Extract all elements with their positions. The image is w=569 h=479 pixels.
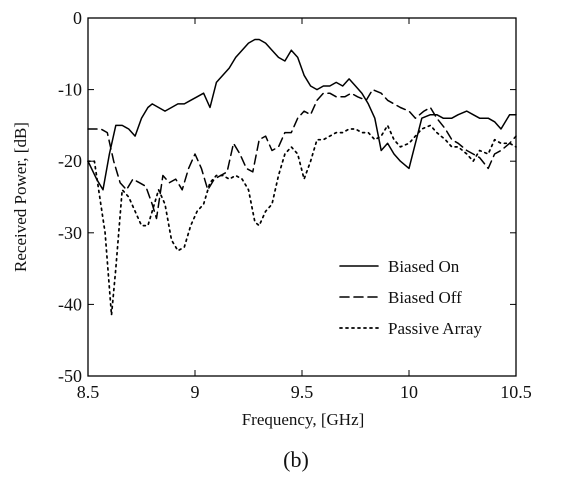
legend-label-2: Biased Off — [388, 288, 462, 307]
x-tick-label: 9 — [191, 382, 200, 402]
y-tick-label: 0 — [73, 8, 82, 28]
series-layer — [87, 38, 517, 316]
x-tick-label: 8.5 — [77, 382, 100, 402]
y-tick-label: -50 — [58, 366, 82, 386]
x-axis-title: Frequency, [GHz] — [242, 410, 365, 429]
y-tick-label: -20 — [58, 151, 82, 171]
series-line-3 — [87, 124, 517, 316]
y-axis-title: Received Power, [dB] — [11, 122, 30, 272]
legend: Biased On Biased Off Passive Array — [339, 257, 482, 338]
x-tick-label: 9.5 — [291, 382, 314, 402]
legend-label-1: Biased On — [388, 257, 460, 276]
legend-label-3: Passive Array — [388, 319, 482, 338]
series-line-1 — [87, 38, 517, 191]
figure-caption: (b) — [283, 447, 309, 472]
y-tick-label: -30 — [58, 223, 82, 243]
y-tick-label: -10 — [58, 80, 82, 100]
tick-label-layer: 8.5 9 9.5 10 10.5 0 -10 -20 -30 -40 -50 — [58, 8, 532, 402]
ticks-layer — [87, 17, 517, 377]
x-tick-label: 10.5 — [500, 382, 532, 402]
y-tick-label: -40 — [58, 294, 82, 314]
x-tick-label: 10 — [400, 382, 418, 402]
series-line-2 — [87, 88, 517, 220]
